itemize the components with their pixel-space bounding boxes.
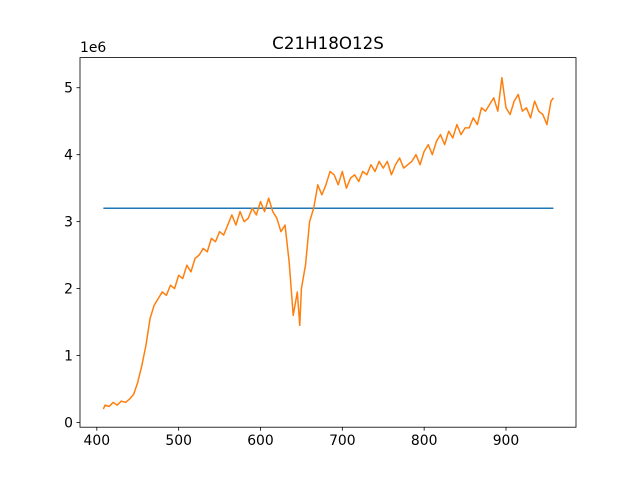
x-tick-label: 700 [329, 433, 356, 449]
line-series [102, 76, 555, 410]
x-tick-label: 900 [493, 433, 520, 449]
x-tick-label: 400 [84, 433, 111, 449]
y-tick-label: 3 [64, 215, 73, 231]
x-tick-label: 600 [247, 433, 274, 449]
y-tick-label: 4 [64, 148, 73, 164]
axes-frame [79, 57, 577, 428]
y-offset-label: 1e6 [80, 40, 106, 56]
y-tick-label: 5 [64, 81, 73, 97]
x-tick-label: 800 [411, 433, 438, 449]
y-tick-label: 2 [64, 282, 73, 298]
y-tick-label: 0 [64, 416, 73, 432]
x-tick-label: 500 [165, 433, 192, 449]
plot-area [102, 76, 555, 410]
chart-title: C21H18O12S [272, 33, 384, 53]
y-tick-label: 1 [64, 349, 73, 365]
